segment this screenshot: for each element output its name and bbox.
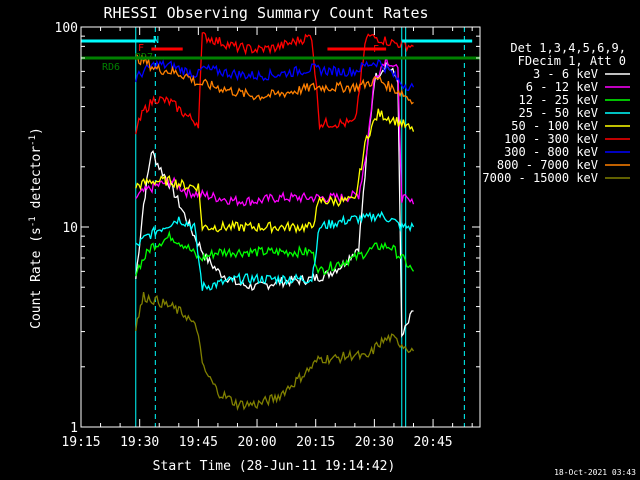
y-tick-label-2: 100	[55, 21, 78, 36]
x-tick-label-1: 19:30	[120, 435, 159, 450]
x-tick-label-2: 19:45	[179, 435, 218, 450]
flag-label-4: RD7	[135, 52, 153, 63]
series-line-6-12-kev	[135, 56, 415, 207]
flag-label-1: F	[138, 43, 144, 54]
flag-label-0: N	[153, 35, 159, 46]
x-tick-label-4: 20:15	[296, 435, 335, 450]
chart-title: RHESSI Observing Summary Count Rates	[103, 4, 428, 22]
legend-entry-label-8: 7000 - 15000 keV	[482, 171, 598, 185]
x-tick-label-6: 20:45	[413, 435, 452, 450]
x-tick-label-0: 19:15	[61, 435, 100, 450]
series-line-25-50-kev	[135, 210, 415, 291]
legend-entry-label-5: 100 - 300 keV	[504, 132, 598, 146]
footer-date: 18-Oct-2021 03:43	[554, 468, 636, 477]
series-line-50-100-kev	[135, 108, 415, 235]
legend-header-line-2: FDecim 1, Att 0	[518, 54, 626, 68]
legend-entry-label-7: 800 - 7000 keV	[497, 158, 598, 172]
series-line-800-7000-kev	[135, 53, 414, 105]
x-tick-label-3: 20:00	[237, 435, 276, 450]
legend-entry-label-0: 3 - 6 keV	[533, 67, 598, 81]
series-line-12-25-kev	[135, 230, 415, 277]
legend-entry-label-1: 6 - 12 keV	[526, 80, 598, 94]
series-line-7000-15000-kev	[135, 291, 415, 411]
series-line-100-300-kev	[135, 31, 414, 135]
flag-label-2: F	[373, 44, 379, 55]
legend-entry-label-6: 300 - 800 keV	[504, 145, 598, 159]
y-tick-label-1: 10	[62, 221, 78, 236]
legend-entry-label-4: 50 - 100 keV	[511, 119, 598, 133]
legend-entry-label-2: 12 - 25 keV	[519, 93, 598, 107]
legend-entry-label-3: 25 - 50 keV	[519, 106, 598, 120]
x-axis-label: Start Time (28-Jun-11 19:14:42)	[153, 459, 396, 474]
legend-header-line-1: Det 1,3,4,5,6,9,	[510, 41, 626, 55]
flag-label-3: RD6	[102, 62, 120, 73]
series-line-300-800-kev	[135, 59, 415, 92]
x-tick-label-5: 20:30	[355, 435, 394, 450]
y-tick-label-0: 1	[70, 421, 78, 436]
y-axis-label: Count Rate (s-1 detector-1)	[28, 127, 44, 329]
